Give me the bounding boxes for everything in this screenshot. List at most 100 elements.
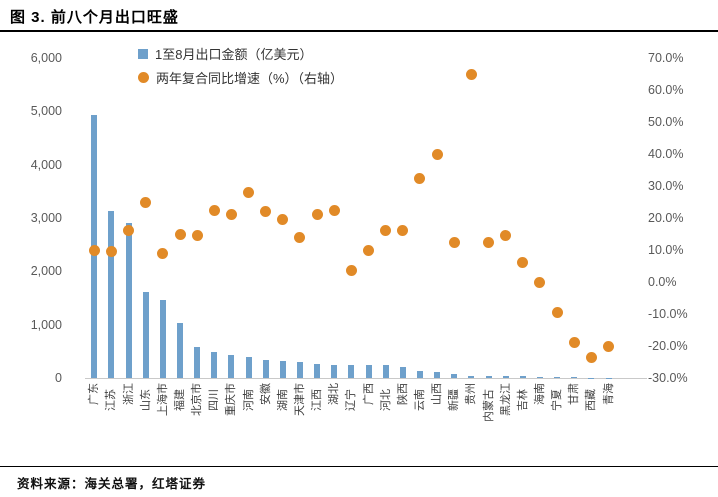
x-axis-label: 吉林 xyxy=(516,389,529,411)
bar xyxy=(142,291,149,378)
scatter-dot xyxy=(500,230,512,242)
bar xyxy=(245,356,252,378)
bar xyxy=(177,322,183,378)
x-axis-label: 重庆市 xyxy=(225,383,238,416)
source-note: 资料来源：海关总署，红塔证券 xyxy=(17,477,207,491)
scatter-dot xyxy=(174,228,186,240)
x-axis-label: 广东 xyxy=(88,383,101,405)
scatter-dot xyxy=(585,351,597,363)
x-axis-label: 湖南 xyxy=(276,389,289,411)
page-title: 图 3. 前八个月出口旺盛 xyxy=(10,9,179,26)
bar xyxy=(416,371,423,378)
scatter-dot xyxy=(534,276,546,288)
title-divider-line xyxy=(0,30,718,32)
x-axis-label: 辽宁 xyxy=(345,389,358,411)
left-axis-tick-label: 4,000 xyxy=(30,157,62,172)
x-axis-label: 江苏 xyxy=(105,389,118,411)
bar xyxy=(605,377,612,378)
scatter-dot xyxy=(328,204,340,216)
x-axis-label: 四川 xyxy=(208,389,221,411)
left-axis-tick-label: 2,000 xyxy=(30,264,62,279)
scatter-dot xyxy=(140,196,152,208)
left-axis-tick-label: 1,000 xyxy=(30,317,62,332)
scatter-dot xyxy=(397,225,409,237)
bar xyxy=(296,362,303,378)
bar xyxy=(588,377,595,378)
bar xyxy=(536,376,543,378)
scatter-dot xyxy=(568,337,580,349)
scatter-dot xyxy=(380,225,392,237)
x-axis-label: 甘肃 xyxy=(568,383,581,405)
scatter-dot xyxy=(157,247,169,259)
bar xyxy=(571,377,578,378)
scatter-dot xyxy=(363,244,375,256)
bar xyxy=(365,365,372,378)
x-axis-label: 海南 xyxy=(533,383,546,405)
scatter-dot xyxy=(345,265,357,277)
scatter-dot xyxy=(311,209,323,221)
scatter-dot xyxy=(465,68,477,80)
x-axis-label: 贵州 xyxy=(465,383,478,405)
x-axis-label: 天津市 xyxy=(293,383,306,416)
bar xyxy=(468,375,475,378)
scatter-dot xyxy=(448,236,460,248)
x-axis-label: 西藏 xyxy=(585,389,598,411)
bar xyxy=(331,364,338,378)
right-axis-tick-label: 70.0% xyxy=(648,51,684,65)
bar xyxy=(262,359,269,378)
x-axis-label: 浙江 xyxy=(122,383,135,405)
x-axis-label: 河北 xyxy=(379,389,392,411)
bottom-divider-line xyxy=(0,466,718,467)
scatter-dot xyxy=(517,257,529,269)
scatter-dot xyxy=(225,209,237,221)
left-axis-tick-label: 3,000 xyxy=(30,211,62,225)
bar xyxy=(279,360,286,378)
scatter-dot xyxy=(603,340,614,352)
x-axis-label: 陕西 xyxy=(396,383,409,405)
x-axis-label: 广西 xyxy=(362,383,375,405)
scatter-dot xyxy=(260,206,272,218)
bar xyxy=(382,365,389,378)
scatter-dot xyxy=(208,204,220,216)
bar xyxy=(348,364,355,378)
combo-chart: 1至8月出口金额（亿美元） 两年复合同比增速（%）（右轴） 0 1,000 2,00… xyxy=(30,44,688,422)
x-axis-label: 内蒙古 xyxy=(482,389,495,422)
scatter-dot xyxy=(551,306,563,318)
bar xyxy=(554,377,561,378)
legend-item-bar: 1至8月出口金额（亿美元） xyxy=(138,44,312,63)
left-axis-tick-label: 6,000 xyxy=(30,51,62,65)
x-axis-label: 湖北 xyxy=(328,383,341,405)
x-axis-label: 安徽 xyxy=(259,383,272,405)
bar xyxy=(434,371,441,378)
left-axis-tick-label: 5,000 xyxy=(30,104,62,119)
right-axis-tick-label: -10.0% xyxy=(648,307,688,321)
x-axis-label: 江西 xyxy=(311,389,324,411)
x-axis-label: 河南 xyxy=(242,389,255,411)
bar xyxy=(485,375,492,378)
scatter-dot xyxy=(88,244,100,256)
right-axis-tick-label: -20.0% xyxy=(648,339,688,353)
legend-item-dot: 两年复合同比增速（%）（右轴） xyxy=(138,68,343,87)
scatter-dot xyxy=(414,172,426,184)
right-axis-tick-label: 60.0% xyxy=(648,83,684,97)
bar xyxy=(519,376,526,378)
x-axis-label: 云南 xyxy=(413,389,426,411)
bar xyxy=(211,352,218,378)
right-axis-tick-label: -30.0% xyxy=(648,371,688,385)
bar xyxy=(125,222,132,378)
x-axis-label: 福建 xyxy=(174,389,186,411)
bar xyxy=(159,299,166,378)
right-axis-tick-label: 0.0% xyxy=(648,275,677,289)
left-axis-tick-label: 0 xyxy=(55,371,62,385)
right-axis-tick-label: 20.0% xyxy=(648,211,684,225)
bar xyxy=(194,346,201,378)
right-axis-tick-label: 50.0% xyxy=(648,115,684,129)
scatter-dot xyxy=(123,225,135,237)
legend-bar-label: 1至8月出口金额（亿美元） xyxy=(155,47,313,62)
bar xyxy=(228,354,235,378)
scatter-dot xyxy=(105,246,117,258)
scatter-dot xyxy=(431,148,443,160)
x-axis-label: 山东 xyxy=(139,389,152,411)
bar xyxy=(502,376,509,378)
